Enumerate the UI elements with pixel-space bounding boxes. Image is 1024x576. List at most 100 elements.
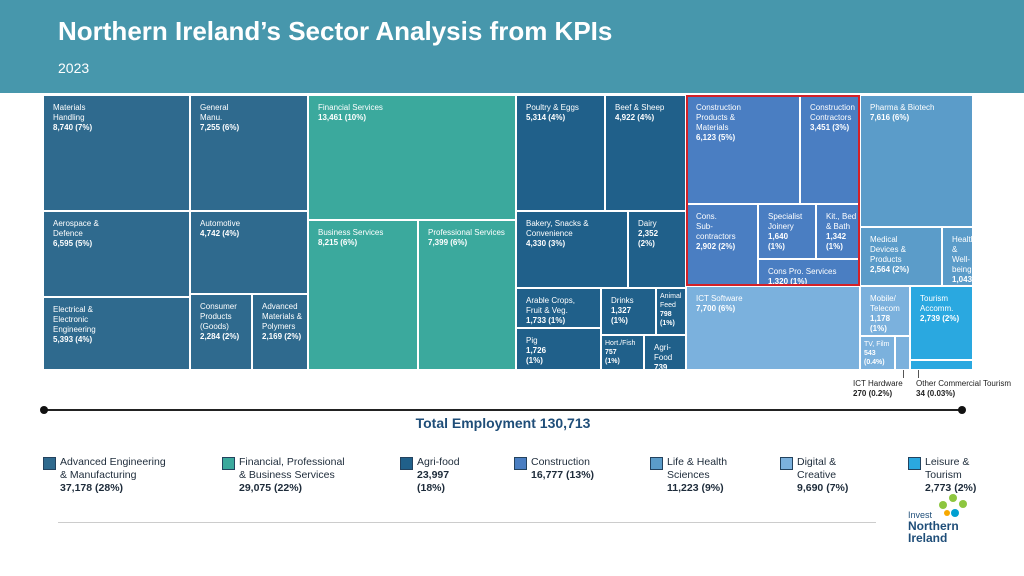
tile-text: Hort./Fish: [605, 340, 636, 347]
highlight-box: [686, 95, 860, 286]
header-band: [0, 0, 1024, 93]
total-label: Total Employment 130,713: [415, 415, 591, 431]
tile-text: Manu.: [200, 113, 223, 122]
tile-text: Cons.: [696, 212, 717, 221]
tile-text: Pig: [526, 336, 538, 345]
tile-text: (0.4%): [864, 359, 885, 366]
tile-text: 9,690 (7%): [797, 482, 849, 494]
tile-text: (1%): [611, 316, 628, 325]
tile-text: 739 (1%): [654, 363, 668, 370]
legend-swatch: [43, 457, 56, 470]
tile-text: Digital &: [797, 456, 837, 468]
tile: [910, 360, 973, 370]
tile: Medical Devices & Products 2,564 (2%): [860, 227, 942, 286]
tile-text: 2,773 (2%): [925, 482, 977, 494]
tile-text: Convenience: [526, 229, 573, 238]
tile-text: Financial Services: [318, 103, 383, 112]
tile-text: Business Services: [318, 228, 384, 237]
legend-entry: Advanced Engineering & Manufacturing 37,17…: [60, 456, 166, 495]
tile-text: (Goods): [200, 322, 229, 331]
tile-text: Other Commercial Tourism: [916, 379, 1011, 388]
tile: Professional Services 7,399 (6%): [418, 220, 516, 370]
tile-text: 798: [660, 311, 672, 318]
tile-text: Agri-Food: [654, 343, 673, 362]
tile-text: Bakery, Snacks &: [526, 219, 589, 228]
tile-text: 34 (0.03%): [916, 389, 956, 398]
tile: Animal Feed 798 (1%): [656, 288, 686, 335]
tile-text: 6,595 (5%): [53, 239, 93, 248]
tile: Beef & Sheep 4,922 (4%): [605, 95, 686, 211]
tile-text: Tourism: [925, 469, 962, 481]
tile-text: 757: [605, 349, 617, 356]
tile-text: Contractors: [810, 113, 852, 122]
legend-swatch: [780, 457, 793, 470]
tile-text: Specialist: [768, 212, 803, 221]
tile-text: Leisure &: [925, 456, 970, 468]
tile-text: 7,700 (6%): [696, 304, 736, 313]
tile-text: 4,742 (4%): [200, 229, 240, 238]
tile-text: Drinks: [611, 296, 634, 305]
tile-text: 1,043: [952, 275, 973, 284]
tile: Advanced Materials & Polymers 2,169 (2%): [252, 294, 308, 370]
legend-entry: Construction 16,777 (13%): [531, 456, 594, 482]
tile-text: & Business Services: [239, 469, 335, 481]
tile-text: (18%): [417, 482, 446, 494]
tile-text: Mobile/: [870, 294, 896, 303]
tile: Pharma & Biotech 7,616 (6%): [860, 95, 973, 227]
tile-text: Tourism: [920, 294, 949, 303]
legend-swatch: [650, 457, 663, 470]
tile-text: Cons Pro. Services: [768, 267, 837, 276]
tile-text: Financial, Professional: [239, 456, 345, 468]
tile: Tourism Accomm. 2,739 (2%): [910, 286, 973, 360]
tile-text: 1,342: [826, 232, 847, 241]
logo-text: Invest: [908, 510, 933, 520]
footer-rule: [58, 522, 876, 523]
legend-swatch: [514, 457, 527, 470]
tile: Materials Handling 8,740 (7%): [43, 95, 190, 211]
callout: ICT Hardware 270 (0.2%): [853, 379, 903, 399]
tile-text: being: [952, 265, 972, 274]
tile-text: 13,461 (10%): [318, 113, 367, 122]
tile-text: 2,739 (2%): [920, 314, 960, 323]
tile-text: Construction: [531, 456, 590, 468]
tile-text: 2,564 (2%): [870, 265, 910, 274]
tile-text: 7,399 (6%): [428, 238, 468, 247]
tile-text: Sciences: [667, 469, 710, 481]
tile-text: 6,123 (5%): [696, 133, 736, 142]
callout: Other Commercial Tourism 34 (0.03%): [916, 379, 1011, 399]
tile-text: 8,215 (6%): [318, 238, 358, 247]
tile-text: Sub-: [696, 222, 713, 231]
tile-text: Professional Services: [428, 228, 505, 237]
tile-text: Electrical &: [53, 305, 94, 314]
tile-text: Poultry & Eggs: [526, 103, 579, 112]
tile-text: Pharma & Biotech: [870, 103, 935, 112]
tile: Poultry & Eggs 5,314 (4%): [516, 95, 605, 211]
tile-text: 7,616 (6%): [870, 113, 910, 122]
tile-text: 7,255 (6%): [200, 123, 240, 132]
tile: General Manu. 7,255 (6%): [190, 95, 308, 211]
tile-text: General: [200, 103, 229, 112]
tile-text: 4,330 (3%): [526, 239, 566, 248]
legend-swatch: [222, 457, 235, 470]
tile-text: Health: [952, 235, 973, 244]
tile-text: & Manufacturing: [60, 469, 137, 481]
legend-entry: Leisure & Tourism 2,773 (2%): [925, 456, 976, 495]
tile: Electrical & Electronic Engineering 5,393 (…: [43, 297, 190, 370]
tile-text: 2,352: [638, 229, 659, 238]
tile: Automotive 4,742 (4%): [190, 211, 308, 294]
tile-text: Advanced Engineering: [60, 456, 166, 468]
tile-text: (1%): [768, 242, 785, 251]
tile: ICT Software 7,700 (6%): [686, 286, 860, 370]
tile-text: 5,393 (4%): [53, 335, 93, 344]
tile-text: 1,327: [611, 306, 632, 315]
tile-text: Advanced: [262, 302, 298, 311]
tile-text: Aerospace &: [53, 219, 99, 228]
tile-text: 16,777 (13%): [531, 469, 595, 481]
tile-text: (2%): [638, 239, 655, 248]
tile-text: Arable Crops,: [526, 296, 575, 305]
tile-text: 2,902 (2%): [696, 242, 736, 251]
